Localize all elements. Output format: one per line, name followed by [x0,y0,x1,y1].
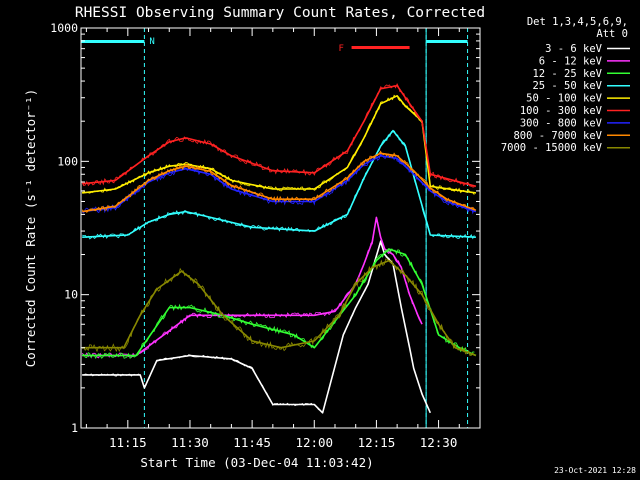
y-axis: 1 10 100 1000 [50,21,480,435]
legend-header-attenuator: Att 0 [596,28,628,40]
flare-bar [351,46,410,49]
y-tick-label: 1 [71,421,78,435]
flare-label: F [339,44,344,54]
x-tick-label: 11:45 [233,435,271,450]
legend-label: 6 - 12 keV [539,55,603,67]
night-label: N [149,37,154,47]
timestamp-footer: 23-Oct-2021 12:28 [554,466,636,475]
legend-header-detectors: Det 1,3,4,5,6,9, [527,16,628,28]
legend-label: 100 - 300 keV [520,105,603,117]
x-tick-label: 11:30 [171,435,209,450]
chart-title: RHESSI Observing Summary Count Rates, Co… [75,5,485,21]
legend-label: 3 - 6 keV [545,43,603,55]
series-noise [81,216,421,359]
legend-label: 50 - 100 keV [526,93,603,105]
night-bar [81,40,145,43]
series-layer [81,83,477,414]
y-tick-label: 100 [57,154,78,168]
legend-label: 25 - 50 keV [532,80,602,92]
night-bar [426,40,468,43]
series-noise [81,94,475,195]
series-noise [81,83,475,188]
x-tick-label: 12:30 [420,435,458,450]
series-line-7000-15000-kev [82,259,477,357]
series-line-50-100-kev [82,95,477,194]
series-noise [81,248,475,360]
x-tick-label: 12:00 [295,435,333,450]
series-line-12-25-kev [82,248,477,357]
series-line-25-50-kev [82,129,476,238]
legend-label: 7000 - 15000 keV [501,142,603,154]
x-tick-label: 11:15 [109,435,147,450]
series-line-6-12-kev [82,216,423,357]
series-noise [81,150,475,213]
series-line-100-300-kev [82,84,477,188]
y-tick-label: 10 [64,288,78,302]
x-axis-label: Start Time (03-Dec-04 11:03:42) [140,455,373,470]
series-noise [82,130,475,240]
y-axis-label: Corrected Count Rate (s⁻¹ detector⁻¹) [23,89,38,367]
legend-label: 300 - 800 keV [520,117,603,129]
x-tick-label: 12:15 [358,435,396,450]
time-markers: N F [81,37,468,54]
legend-label: 12 - 25 keV [532,68,602,80]
x-axis: 11:15 11:30 11:45 12:00 12:15 12:30 [85,28,481,450]
series-noise [82,152,475,215]
y-tick-label: 1000 [50,21,78,35]
legend-label: 800 - 7000 keV [513,130,602,142]
plot-frame [80,27,481,429]
series-line-300-800-kev [82,155,477,213]
series-noise [81,258,475,356]
